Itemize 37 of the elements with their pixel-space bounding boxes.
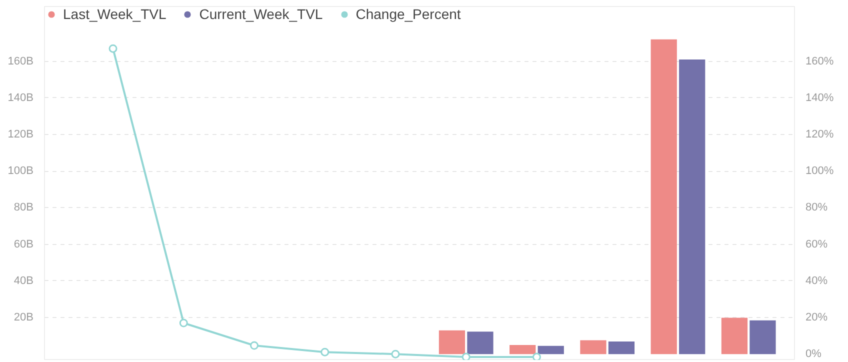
y2-tick-label: 0% <box>806 348 822 360</box>
bar <box>467 332 494 354</box>
y-tick-label: 20B <box>14 312 34 324</box>
y2-tick-label: 60% <box>806 238 828 250</box>
y2-tick-label: 80% <box>806 202 828 214</box>
bar <box>650 39 677 354</box>
y-tick-label: 80B <box>14 202 34 214</box>
point <box>179 318 188 328</box>
y2-tick-label: 140% <box>806 92 834 104</box>
legend-label: Current_Week_TVL <box>199 6 323 22</box>
y2-tick-label: 40% <box>806 274 828 287</box>
bar <box>438 330 466 354</box>
bar <box>721 318 748 354</box>
bar <box>580 340 606 354</box>
y2-tick-label: 120% <box>806 128 834 141</box>
legend-label: Last_Week_TVL <box>63 6 166 22</box>
y2-tick-label: 20% <box>806 312 828 324</box>
y-tick-label: 60B <box>14 238 34 250</box>
bar <box>608 341 635 354</box>
point <box>320 348 330 356</box>
y-tick-label: 160B <box>8 55 34 68</box>
point <box>462 352 470 360</box>
y-tick-label: 100B <box>8 165 34 178</box>
bar <box>538 346 564 354</box>
y-tick-label: 120B <box>8 128 34 141</box>
point <box>532 352 541 360</box>
bar <box>750 320 776 354</box>
point <box>108 44 118 53</box>
bar <box>679 60 706 354</box>
y2-tick-label: 160% <box>806 55 834 68</box>
point <box>250 341 258 350</box>
point <box>391 350 400 358</box>
bar <box>510 344 536 354</box>
y-tick-label: 40B <box>14 274 34 287</box>
y2-tick-label: 100% <box>806 165 834 178</box>
legend-label: Change_Percent <box>356 6 461 22</box>
y-tick-label: 140B <box>8 92 34 104</box>
